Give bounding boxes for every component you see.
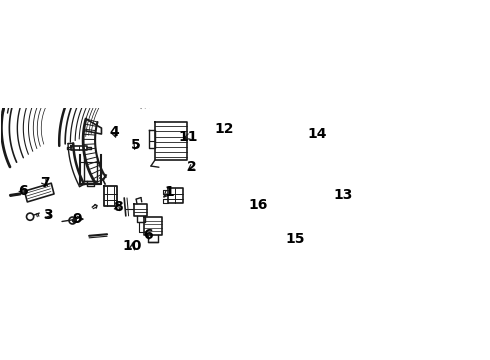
Text: 4: 4 bbox=[109, 125, 119, 139]
Text: 13: 13 bbox=[334, 188, 353, 202]
Text: 14: 14 bbox=[307, 127, 327, 141]
Text: 12: 12 bbox=[214, 122, 234, 136]
Text: 3: 3 bbox=[43, 208, 52, 222]
Text: 6: 6 bbox=[19, 184, 28, 198]
Text: 1: 1 bbox=[164, 185, 174, 199]
Text: 8: 8 bbox=[113, 200, 122, 214]
Text: 15: 15 bbox=[285, 232, 305, 246]
Text: 10: 10 bbox=[122, 239, 142, 253]
Text: 16: 16 bbox=[249, 198, 269, 212]
Text: 2: 2 bbox=[187, 160, 197, 174]
Text: 5: 5 bbox=[131, 138, 141, 152]
Text: 7: 7 bbox=[41, 176, 50, 190]
Text: 6: 6 bbox=[144, 228, 153, 242]
Text: 11: 11 bbox=[178, 130, 198, 144]
Text: 9: 9 bbox=[73, 212, 82, 226]
